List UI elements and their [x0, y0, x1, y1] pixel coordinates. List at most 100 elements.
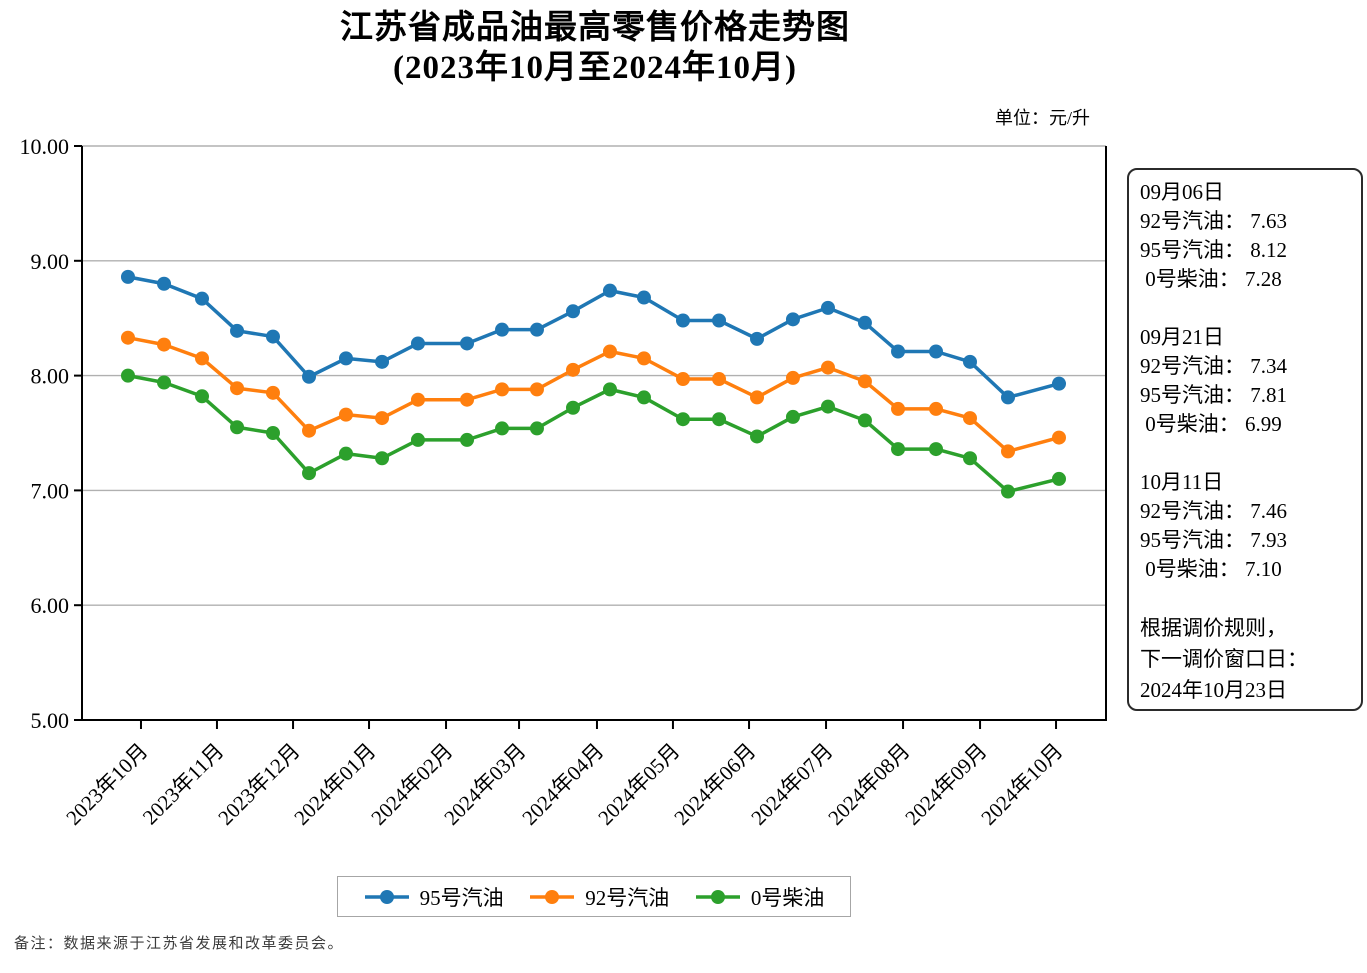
data-point-95号汽油	[410, 336, 425, 351]
y-tick-label: 8.00	[31, 364, 70, 389]
data-point-95号汽油	[302, 369, 317, 384]
next-window-note-line: 根据调价规则，	[1140, 616, 1287, 640]
price-line: 92号汽油： 7.63	[1140, 209, 1287, 233]
next-window-note-line: 下一调价窗口日：	[1140, 647, 1308, 671]
x-tick-label: 2023年10月	[61, 739, 152, 830]
x-tick-label: 2024年07月	[746, 739, 837, 830]
data-point-92号汽油	[410, 392, 425, 407]
data-point-92号汽油	[338, 407, 353, 422]
data-point-0号柴油	[712, 412, 727, 427]
data-point-0号柴油	[1051, 471, 1066, 486]
data-point-0号柴油	[410, 432, 425, 447]
data-point-92号汽油	[529, 382, 544, 397]
data-point-92号汽油	[785, 370, 800, 385]
price-adjustment-group: 09月21日 92号汽油： 7.34 95号汽油： 7.81 0号柴油： 6.99	[1140, 323, 1357, 439]
y-tick-label: 7.00	[31, 478, 70, 503]
legend-marker-icon	[364, 889, 409, 904]
data-point-92号汽油	[750, 390, 765, 405]
legend-label: 0号柴油	[750, 885, 825, 910]
data-point-95号汽油	[929, 344, 944, 359]
adjustment-date: 09月21日	[1140, 325, 1224, 349]
data-point-95号汽油	[375, 354, 390, 369]
data-point-92号汽油	[302, 423, 317, 438]
chart-subtitle: (2023年10月至2024年10月)	[393, 50, 797, 86]
data-point-92号汽油	[157, 337, 172, 352]
next-window-note-line: 2024年10月23日	[1140, 678, 1287, 702]
data-point-0号柴油	[636, 390, 651, 405]
data-point-0号柴油	[120, 368, 135, 383]
price-line: 92号汽油： 7.46	[1140, 499, 1287, 523]
legend-item-92号汽油: 92号汽油	[529, 882, 669, 912]
price-trend-line-chart: 5.006.007.008.009.0010.002023年10月2023年11…	[20, 134, 1107, 830]
series-line-0号柴油	[126, 373, 1061, 494]
x-tick-label: 2024年10月	[976, 739, 1067, 830]
chart-legend: 95号汽油 92号汽油 0号柴油	[337, 876, 851, 917]
data-point-95号汽油	[785, 312, 800, 327]
data-point-0号柴油	[785, 409, 800, 424]
x-tick-label: 2024年04月	[517, 739, 608, 830]
data-point-92号汽油	[1001, 444, 1016, 459]
data-point-92号汽油	[636, 351, 651, 366]
data-point-0号柴油	[929, 442, 944, 457]
data-point-0号柴油	[891, 442, 906, 457]
data-point-92号汽油	[963, 411, 978, 426]
data-point-0号柴油	[230, 420, 245, 435]
data-point-95号汽油	[675, 313, 690, 328]
data-point-0号柴油	[195, 389, 210, 404]
price-adjustment-group: 09月06日 92号汽油： 7.63 95号汽油： 8.12 0号柴油： 7.28	[1140, 178, 1357, 294]
data-point-95号汽油	[230, 323, 245, 338]
price-line: 95号汽油： 7.81	[1140, 383, 1287, 407]
data-point-0号柴油	[1001, 484, 1016, 499]
data-point-0号柴油	[460, 432, 475, 447]
data-point-0号柴油	[302, 466, 317, 481]
data-source-footnote: 备注：数据来源于江苏省发展和改革委员会。	[14, 936, 345, 952]
price-line: 92号汽油： 7.34	[1140, 354, 1287, 378]
legend-label: 95号汽油	[419, 885, 504, 910]
chart-title: 江苏省成品油最高零售价格走势图	[340, 10, 850, 46]
data-point-95号汽油	[963, 354, 978, 369]
unit-label: 单位：元/升	[994, 108, 1090, 128]
price-line: 0号柴油： 7.10	[1140, 557, 1282, 581]
legend-marker-icon	[695, 889, 740, 904]
data-point-0号柴油	[566, 400, 581, 415]
price-line: 95号汽油： 8.12	[1140, 238, 1287, 262]
data-point-92号汽油	[566, 362, 581, 377]
price-line: 95号汽油： 7.93	[1140, 528, 1287, 552]
data-point-95号汽油	[195, 291, 210, 306]
x-tick-label: 2024年05月	[593, 739, 684, 830]
price-line: 0号柴油： 6.99	[1140, 412, 1282, 436]
data-point-0号柴油	[495, 421, 510, 436]
x-tick-label: 2024年01月	[289, 739, 380, 830]
data-point-0号柴油	[602, 382, 617, 397]
data-point-95号汽油	[602, 283, 617, 298]
x-tick-label: 2024年08月	[823, 739, 914, 830]
data-point-92号汽油	[195, 351, 210, 366]
y-tick-label: 10.00	[20, 134, 70, 159]
series-line-92号汽油	[126, 335, 1061, 454]
data-point-95号汽油	[566, 304, 581, 319]
data-point-95号汽油	[460, 336, 475, 351]
data-point-92号汽油	[602, 344, 617, 359]
data-point-92号汽油	[712, 372, 727, 387]
data-point-95号汽油	[857, 315, 872, 330]
data-point-95号汽油	[495, 322, 510, 337]
data-point-92号汽油	[820, 360, 835, 375]
adjustment-date: 09月06日	[1140, 180, 1224, 204]
x-tick-label: 2024年09月	[900, 739, 991, 830]
data-point-0号柴油	[857, 413, 872, 428]
price-info-panel: 09月06日 92号汽油： 7.63 95号汽油： 8.12 0号柴油： 7.28 0…	[1127, 168, 1363, 711]
data-point-0号柴油	[820, 399, 835, 414]
data-point-95号汽油	[1001, 390, 1016, 405]
data-point-0号柴油	[529, 421, 544, 436]
adjustment-date: 10月11日	[1140, 470, 1224, 494]
data-point-92号汽油	[675, 372, 690, 387]
data-point-95号汽油	[265, 329, 280, 344]
data-point-95号汽油	[891, 344, 906, 359]
data-point-95号汽油	[712, 313, 727, 328]
data-point-0号柴油	[963, 451, 978, 466]
data-point-0号柴油	[157, 375, 172, 390]
data-point-92号汽油	[375, 411, 390, 426]
legend-item-0号柴油: 0号柴油	[695, 882, 825, 912]
x-tick-label: 2024年06月	[669, 739, 760, 830]
data-point-92号汽油	[120, 330, 135, 345]
